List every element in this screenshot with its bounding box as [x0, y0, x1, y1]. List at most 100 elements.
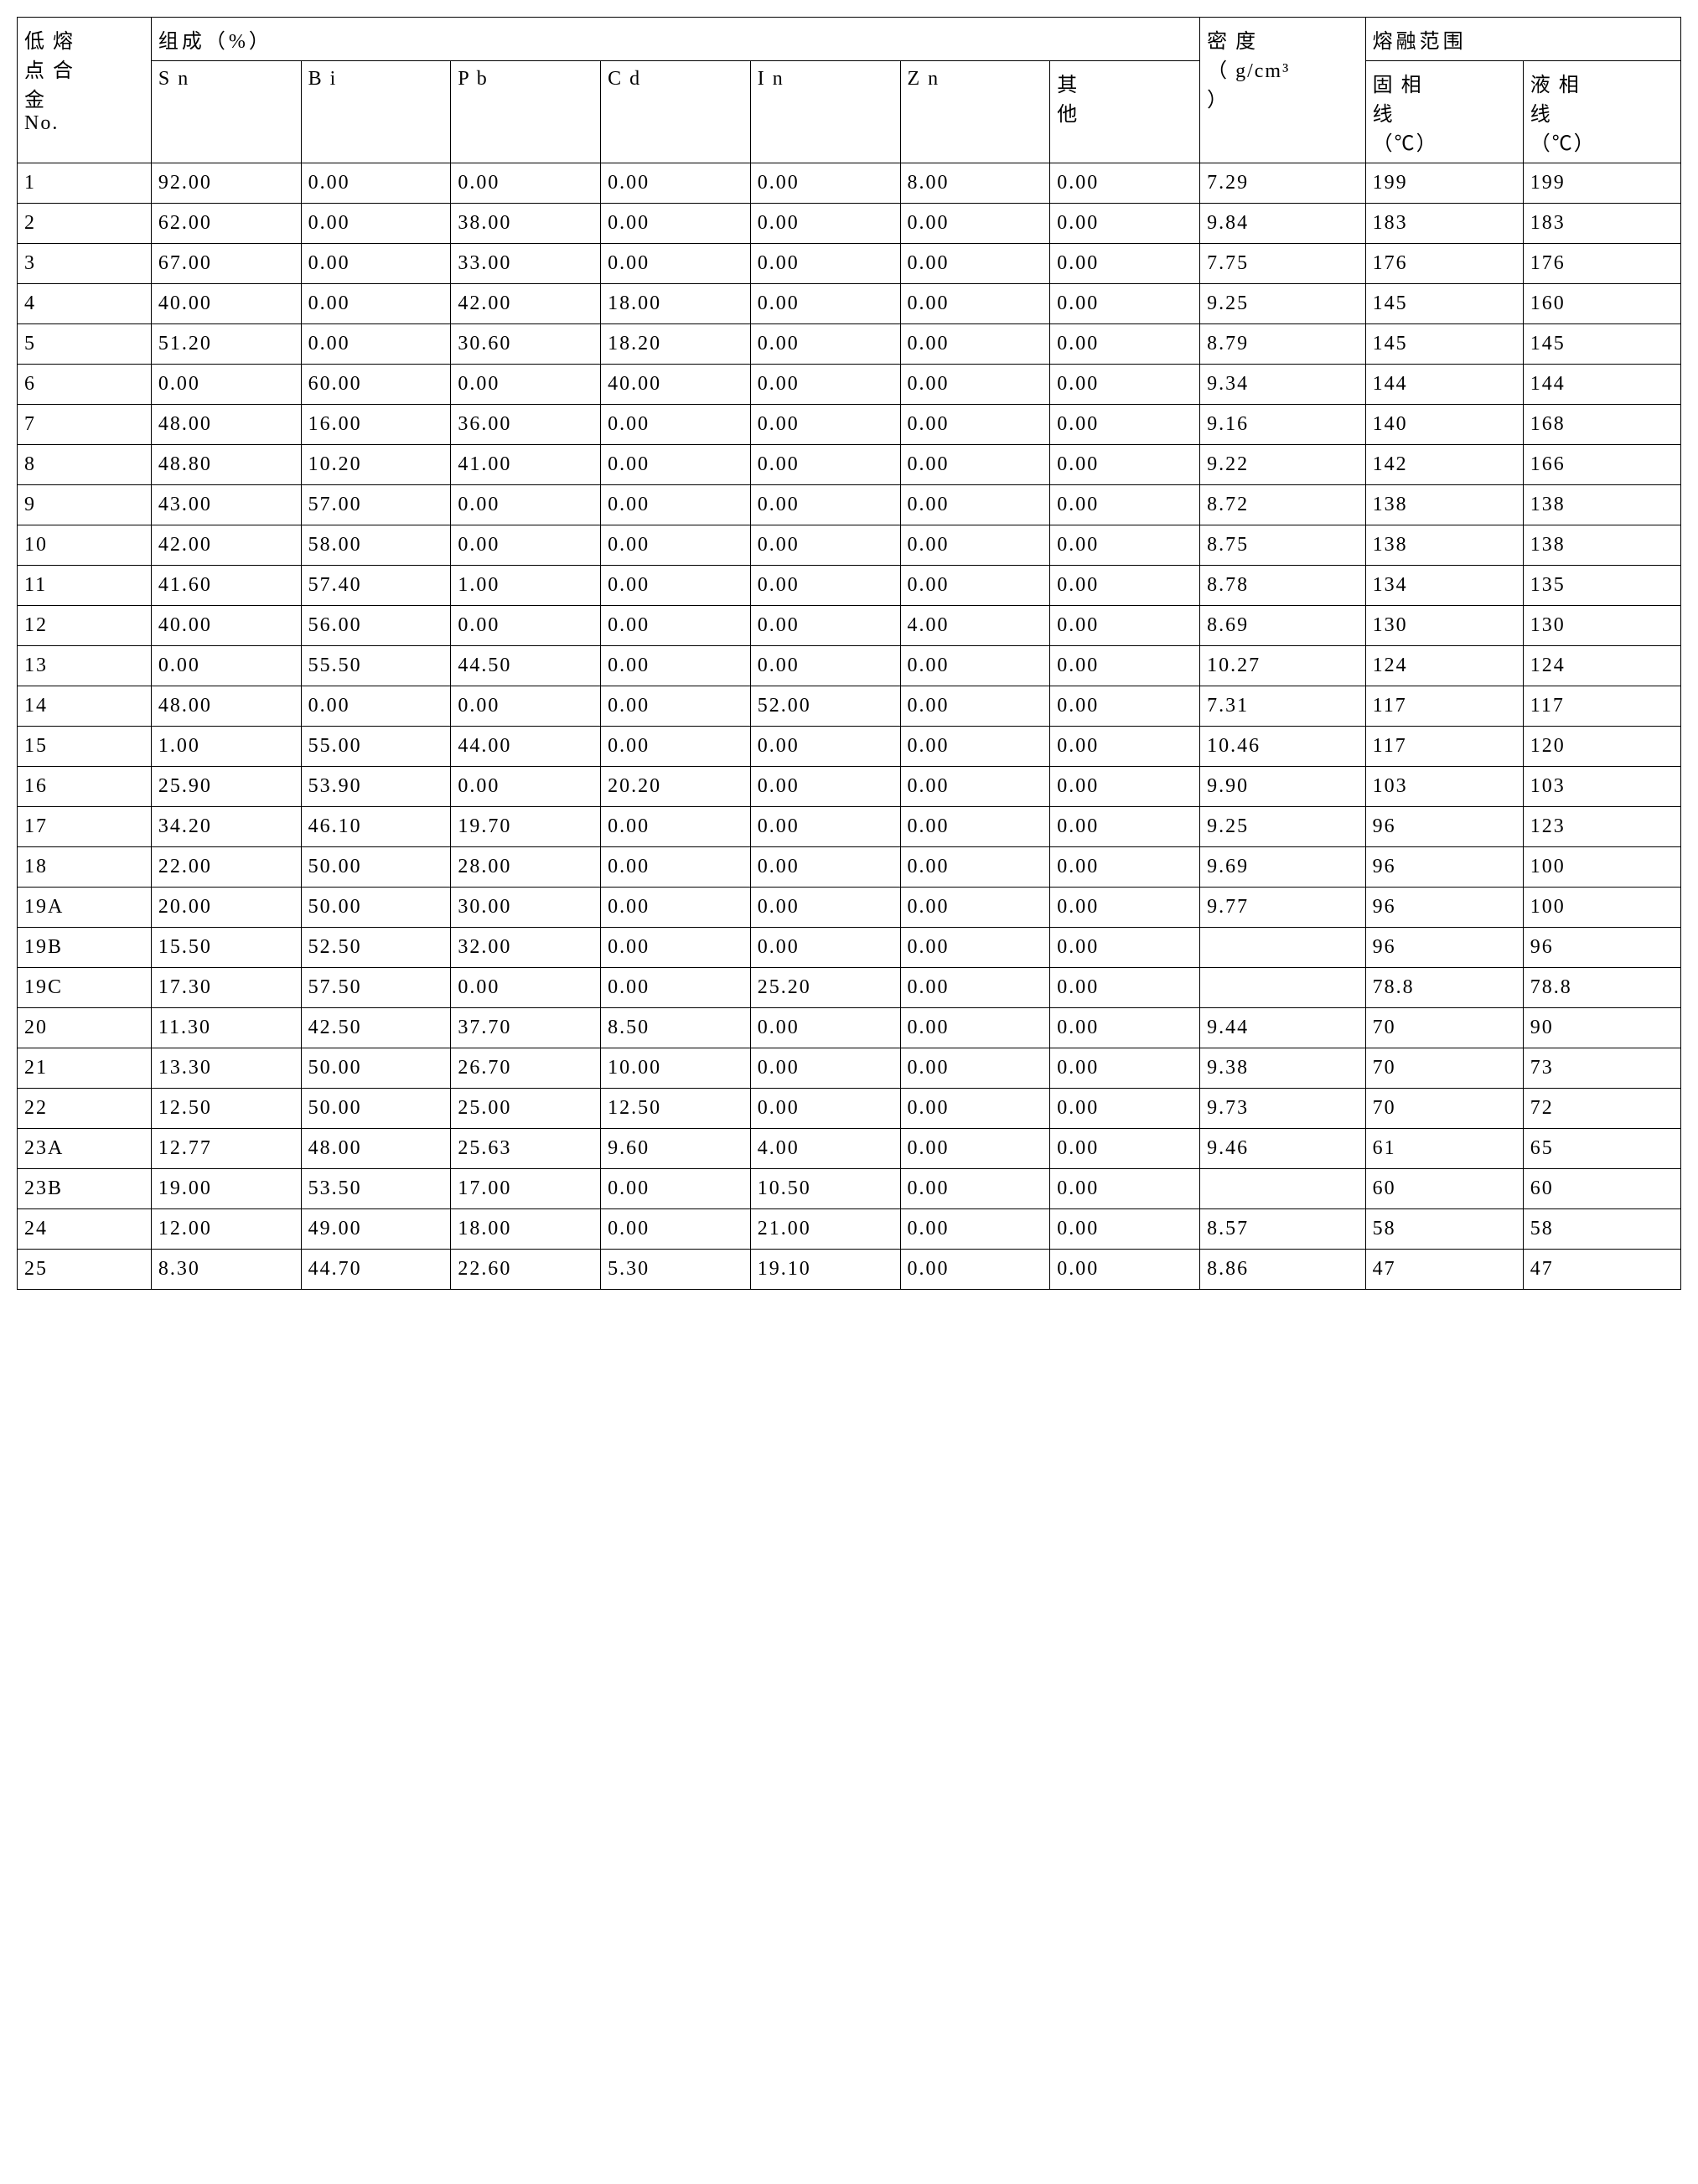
header-solidus-l3: （℃） [1373, 133, 1438, 155]
cell-pb: 22.60 [451, 1250, 601, 1290]
cell-sn: 48.00 [151, 405, 301, 445]
cell-density [1200, 928, 1366, 968]
cell-sn: 48.80 [151, 445, 301, 485]
cell-liquidus: 100 [1523, 847, 1680, 888]
header-composition-group: 组成（%） [151, 18, 1199, 61]
cell-no: 9 [18, 485, 152, 525]
table-row: 19A20.0050.0030.000.000.000.000.009.7796… [18, 888, 1681, 928]
cell-no: 12 [18, 606, 152, 646]
cell-other: 0.00 [1050, 405, 1200, 445]
table-row: 943.0057.000.000.000.000.000.008.7213813… [18, 485, 1681, 525]
table-row: 2113.3050.0026.7010.000.000.000.009.3870… [18, 1048, 1681, 1089]
cell-sn: 40.00 [151, 606, 301, 646]
cell-solidus: 117 [1365, 686, 1523, 727]
table-body: 192.000.000.000.000.008.000.007.29199199… [18, 163, 1681, 1290]
cell-no: 2 [18, 204, 152, 244]
cell-density: 7.31 [1200, 686, 1366, 727]
cell-cd: 0.00 [601, 566, 751, 606]
header-zn: Z n [900, 61, 1050, 163]
cell-other: 0.00 [1050, 1089, 1200, 1129]
cell-zn: 0.00 [900, 485, 1050, 525]
cell-bi: 50.00 [301, 1089, 451, 1129]
cell-liquidus: 123 [1523, 807, 1680, 847]
header-other-l1: 其 [1057, 75, 1079, 96]
cell-in: 0.00 [750, 405, 900, 445]
cell-pb: 41.00 [451, 445, 601, 485]
cell-sn: 41.60 [151, 566, 301, 606]
cell-liquidus: 58 [1523, 1209, 1680, 1250]
cell-sn: 13.30 [151, 1048, 301, 1089]
cell-cd: 0.00 [601, 807, 751, 847]
cell-bi: 60.00 [301, 365, 451, 405]
table-row: 440.000.0042.0018.000.000.000.009.251451… [18, 284, 1681, 324]
cell-zn: 0.00 [900, 1250, 1050, 1290]
header-sn: S n [151, 61, 301, 163]
cell-bi: 10.20 [301, 445, 451, 485]
cell-liquidus: 120 [1523, 727, 1680, 767]
cell-bi: 42.50 [301, 1008, 451, 1048]
cell-no: 6 [18, 365, 152, 405]
table-row: 1141.6057.401.000.000.000.000.008.781341… [18, 566, 1681, 606]
cell-density: 9.44 [1200, 1008, 1366, 1048]
cell-cd: 8.50 [601, 1008, 751, 1048]
cell-bi: 52.50 [301, 928, 451, 968]
cell-solidus: 144 [1365, 365, 1523, 405]
cell-liquidus: 176 [1523, 244, 1680, 284]
cell-liquidus: 47 [1523, 1250, 1680, 1290]
cell-zn: 0.00 [900, 767, 1050, 807]
cell-in: 25.20 [750, 968, 900, 1008]
cell-pb: 33.00 [451, 244, 601, 284]
cell-density: 9.77 [1200, 888, 1366, 928]
cell-pb: 44.50 [451, 646, 601, 686]
cell-solidus: 130 [1365, 606, 1523, 646]
header-liquidus-l3: （℃） [1530, 133, 1596, 155]
header-liquidus: 液 相 线 （℃） [1523, 61, 1680, 163]
cell-bi: 53.50 [301, 1169, 451, 1209]
cell-no: 7 [18, 405, 152, 445]
cell-in: 0.00 [750, 928, 900, 968]
table-row: 1448.000.000.000.0052.000.000.007.311171… [18, 686, 1681, 727]
header-density-l2: （ g/cm³ [1207, 60, 1290, 82]
header-solidus-l2: 线 [1373, 104, 1395, 126]
cell-cd: 10.00 [601, 1048, 751, 1089]
cell-cd: 0.00 [601, 405, 751, 445]
cell-other: 0.00 [1050, 1048, 1200, 1089]
cell-other: 0.00 [1050, 525, 1200, 566]
cell-other: 0.00 [1050, 204, 1200, 244]
cell-sn: 0.00 [151, 365, 301, 405]
cell-no: 17 [18, 807, 152, 847]
cell-other: 0.00 [1050, 686, 1200, 727]
cell-other: 0.00 [1050, 928, 1200, 968]
cell-other: 0.00 [1050, 646, 1200, 686]
cell-bi: 49.00 [301, 1209, 451, 1250]
cell-no: 5 [18, 324, 152, 365]
cell-no: 14 [18, 686, 152, 727]
cell-in: 0.00 [750, 727, 900, 767]
cell-density: 8.86 [1200, 1250, 1366, 1290]
cell-pb: 19.70 [451, 807, 601, 847]
cell-density: 8.79 [1200, 324, 1366, 365]
cell-no: 21 [18, 1048, 152, 1089]
cell-pb: 17.00 [451, 1169, 601, 1209]
cell-other: 0.00 [1050, 1209, 1200, 1250]
cell-bi: 0.00 [301, 324, 451, 365]
cell-in: 0.00 [750, 767, 900, 807]
cell-other: 0.00 [1050, 1250, 1200, 1290]
table-header: 低 熔 点 合 金 No. 组成（%） 密 度 （ g/cm³ ） 熔融范围 S… [18, 18, 1681, 163]
cell-sn: 12.50 [151, 1089, 301, 1129]
cell-other: 0.00 [1050, 847, 1200, 888]
cell-sn: 40.00 [151, 284, 301, 324]
cell-in: 0.00 [750, 204, 900, 244]
cell-zn: 0.00 [900, 525, 1050, 566]
cell-solidus: 117 [1365, 727, 1523, 767]
cell-pb: 30.00 [451, 888, 601, 928]
cell-in: 19.10 [750, 1250, 900, 1290]
cell-sn: 12.77 [151, 1129, 301, 1169]
cell-sn: 42.00 [151, 525, 301, 566]
cell-liquidus: 166 [1523, 445, 1680, 485]
cell-cd: 0.00 [601, 204, 751, 244]
cell-density: 9.16 [1200, 405, 1366, 445]
header-in: I n [750, 61, 900, 163]
cell-solidus: 138 [1365, 525, 1523, 566]
cell-bi: 57.00 [301, 485, 451, 525]
